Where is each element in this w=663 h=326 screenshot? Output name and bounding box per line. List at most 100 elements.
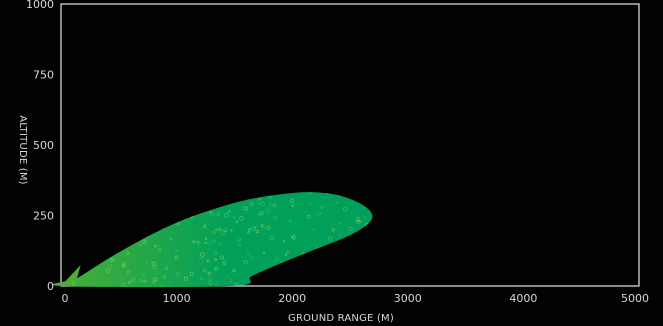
region-texture-dot xyxy=(355,219,360,224)
region-texture-dot xyxy=(360,247,364,251)
region-texture-dot xyxy=(214,266,218,271)
region-texture-dot xyxy=(348,226,353,231)
region-texture-dot xyxy=(355,217,361,222)
region-texture-dot xyxy=(368,228,373,234)
y-tick-label: 1000 xyxy=(26,0,54,11)
region-texture-dot xyxy=(247,251,251,256)
region-texture-dot xyxy=(231,267,237,272)
region-texture-dot xyxy=(362,196,367,201)
region-texture-dot xyxy=(313,258,318,264)
region-texture-dot xyxy=(291,204,295,207)
region-texture-dot xyxy=(249,201,254,206)
region-texture-dot xyxy=(343,206,348,212)
region-texture-dot xyxy=(215,228,218,231)
region-texture-dot xyxy=(217,227,222,232)
region-texture-dot xyxy=(204,237,208,240)
region-texture-dot xyxy=(86,223,90,228)
reachable-region-area xyxy=(51,192,373,288)
region-texture-dot xyxy=(220,200,226,206)
region-texture-dot xyxy=(360,198,364,202)
region-texture-dot xyxy=(71,282,76,286)
region-texture-dot xyxy=(162,275,167,279)
region-texture-dot xyxy=(78,202,82,207)
region-texture-dot xyxy=(83,263,88,268)
region-texture-dot xyxy=(92,204,96,207)
region-texture-dot xyxy=(308,192,313,195)
region-texture-dot xyxy=(343,265,347,269)
region-texture-dot xyxy=(114,244,119,248)
region-texture-dot xyxy=(357,189,359,191)
region-texture-dot xyxy=(284,253,288,256)
region-texture-dot xyxy=(260,202,265,207)
region-texture-dot xyxy=(127,281,131,284)
region-texture-dot xyxy=(264,279,268,282)
region-texture-dot xyxy=(347,247,352,252)
x-tick-label: 3000 xyxy=(394,292,422,305)
region-texture-dot xyxy=(105,220,108,223)
region-texture-dot xyxy=(175,249,178,252)
region-texture-dot xyxy=(87,213,92,217)
region-texture-dot xyxy=(95,202,99,206)
region-texture-dot xyxy=(110,205,115,210)
region-texture-dot xyxy=(316,211,322,216)
region-texture-dot xyxy=(157,247,162,252)
region-texture-dot xyxy=(154,244,157,248)
region-texture-dot xyxy=(214,251,218,255)
region-texture-dot xyxy=(268,272,272,276)
x-tick-label: 5000 xyxy=(621,292,649,305)
region-texture-dot xyxy=(255,229,260,234)
region-texture-dot xyxy=(232,269,236,273)
region-texture-dot xyxy=(154,192,159,197)
region-texture-dot xyxy=(251,226,256,231)
region-texture-dot xyxy=(249,256,254,260)
region-texture-dot xyxy=(135,225,140,230)
region-texture-dot xyxy=(268,195,272,200)
region-texture-dot xyxy=(212,230,216,234)
region-texture-dot xyxy=(269,272,273,275)
region-texture-dot xyxy=(112,216,117,221)
region-texture-dot xyxy=(143,238,148,242)
region-texture-dot xyxy=(127,218,130,221)
region-texture-dot xyxy=(265,209,271,214)
region-texture-dot xyxy=(206,271,210,275)
region-texture-dot xyxy=(206,259,210,263)
region-texture-dot xyxy=(139,279,143,283)
region-texture-dot xyxy=(145,261,149,264)
region-texture-dot xyxy=(138,222,141,225)
region-texture-dot xyxy=(290,198,295,203)
region-texture-dot xyxy=(237,237,242,242)
region-texture-dot xyxy=(160,208,163,211)
region-texture-dot xyxy=(269,190,271,192)
region-texture-dot xyxy=(152,205,157,210)
region-texture-dot xyxy=(210,212,215,217)
x-tick-label: 2000 xyxy=(278,292,306,305)
region-texture-dot xyxy=(112,212,116,217)
region-texture-dot xyxy=(272,203,277,208)
region-texture-dot xyxy=(363,216,366,219)
region-texture-dot xyxy=(349,270,354,275)
region-texture-dot xyxy=(110,192,115,194)
region-texture-dot xyxy=(216,192,219,193)
region-texture-dot xyxy=(248,228,252,231)
region-texture-dot xyxy=(174,255,179,260)
region-texture-dot xyxy=(151,280,154,283)
region-texture-dot xyxy=(108,257,113,263)
region-texture-dot xyxy=(152,280,156,284)
region-texture-dot xyxy=(153,277,158,282)
region-texture-dot xyxy=(364,282,368,286)
region-texture-dot xyxy=(259,210,264,215)
region-texture-dot xyxy=(302,258,307,263)
region-texture-dot xyxy=(326,273,331,278)
y-tick-label: 0 xyxy=(47,280,54,293)
region-texture-dot xyxy=(289,219,292,222)
region-texture-dot xyxy=(239,216,244,221)
region-texture-dot xyxy=(224,213,229,218)
region-texture-dot xyxy=(325,260,330,264)
y-tick-label: 500 xyxy=(33,139,54,152)
region-texture-dot xyxy=(243,260,248,265)
region-texture-dot xyxy=(200,277,203,280)
region-texture-dot xyxy=(333,267,337,271)
region-texture-dot xyxy=(340,243,343,246)
region-texture-dot xyxy=(154,222,158,226)
